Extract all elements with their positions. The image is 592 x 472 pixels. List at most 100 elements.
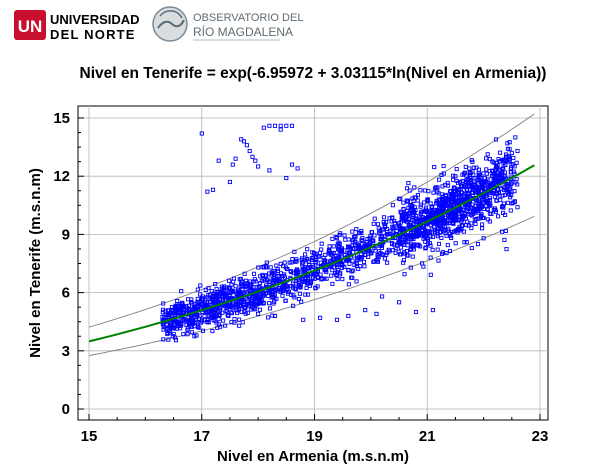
- data-point: [306, 276, 311, 281]
- data-point: [401, 215, 406, 221]
- data-point: [346, 257, 351, 262]
- data-point: [508, 208, 513, 213]
- data-point: [316, 254, 321, 259]
- data-point: [475, 177, 480, 182]
- data-point: [460, 172, 465, 177]
- data-point: [511, 155, 516, 160]
- header-logos: UN UNIVERSIDAD DEL NORTE OBSERVATORIO DE…: [14, 6, 303, 42]
- data-point: [369, 230, 374, 235]
- data-point: [216, 306, 221, 311]
- data-point: [176, 304, 181, 309]
- data-point: [199, 296, 204, 301]
- data-point: [233, 156, 238, 161]
- data-point: [252, 277, 257, 282]
- data-point: [398, 245, 404, 250]
- data-point: [223, 309, 228, 314]
- data-point: [223, 323, 228, 328]
- data-point: [270, 313, 275, 318]
- data-point: [385, 260, 390, 265]
- data-point: [451, 173, 456, 178]
- data-point: [469, 221, 474, 226]
- data-point: [209, 289, 214, 294]
- data-point: [241, 139, 247, 144]
- data-point: [337, 232, 342, 238]
- data-point: [289, 123, 295, 128]
- data-point: [480, 222, 485, 227]
- data-point: [475, 207, 480, 212]
- data-point: [500, 193, 505, 198]
- data-point: [493, 137, 499, 142]
- data-point: [401, 258, 406, 263]
- data-point: [436, 241, 442, 246]
- data-point: [329, 273, 334, 278]
- data-point: [390, 242, 395, 247]
- data-point: [210, 187, 216, 192]
- data-point: [448, 211, 453, 216]
- data-point: [189, 330, 195, 335]
- data-point: [280, 293, 285, 298]
- data-point: [260, 291, 265, 296]
- data-point: [447, 194, 452, 199]
- data-point: [425, 197, 430, 202]
- data-point: [433, 186, 438, 191]
- data-point: [406, 181, 411, 186]
- data-point: [371, 221, 376, 226]
- data-point: [490, 159, 495, 164]
- data-point: [387, 216, 392, 221]
- data-point: [324, 269, 329, 275]
- data-point: [509, 201, 514, 206]
- data-point: [430, 209, 435, 214]
- data-point: [235, 310, 240, 315]
- data-point: [445, 183, 451, 188]
- data-point: [425, 198, 430, 203]
- data-point: [444, 215, 449, 220]
- data-point: [505, 141, 510, 146]
- data-point: [480, 226, 485, 231]
- data-point: [474, 165, 479, 170]
- limit-line-lower: [88, 215, 535, 357]
- data-point: [166, 308, 171, 313]
- data-point: [300, 256, 305, 261]
- data-point: [418, 188, 423, 193]
- data-point: [170, 305, 175, 310]
- data-point: [226, 313, 231, 319]
- data-point: [515, 182, 520, 187]
- data-point: [214, 294, 219, 299]
- data-point: [461, 229, 466, 234]
- data-point: [289, 269, 294, 275]
- data-point: [227, 278, 232, 283]
- data-point: [267, 306, 273, 311]
- data-point: [295, 166, 300, 171]
- data-point: [397, 300, 402, 305]
- data-point: [451, 185, 456, 190]
- data-point: [291, 303, 296, 308]
- data-point: [237, 317, 242, 322]
- data-point: [210, 329, 215, 334]
- data-point: [390, 216, 395, 221]
- data-point: [469, 158, 474, 163]
- data-point: [445, 180, 450, 185]
- data-point: [230, 305, 235, 310]
- uninorte-logo: UN UNIVERSIDAD DEL NORTE: [14, 10, 140, 42]
- data-point: [270, 281, 275, 286]
- data-point: [447, 220, 452, 226]
- data-point: [485, 183, 490, 188]
- data-point: [199, 131, 204, 136]
- data-point: [266, 293, 271, 299]
- data-point: [347, 261, 352, 266]
- data-point: [228, 305, 233, 310]
- data-point: [428, 272, 433, 277]
- data-point: [205, 189, 210, 194]
- data-point: [409, 207, 414, 212]
- data-point: [508, 165, 514, 170]
- data-point: [456, 191, 462, 196]
- fit-line-group: [88, 164, 535, 343]
- data-point: [173, 335, 178, 340]
- data-point: [271, 268, 276, 274]
- data-point: [253, 279, 258, 284]
- data-point: [421, 231, 426, 236]
- x-axis-title: Nivel en Armenia (m.s.n.m): [217, 448, 409, 465]
- data-point: [268, 265, 273, 270]
- data-point: [221, 318, 226, 323]
